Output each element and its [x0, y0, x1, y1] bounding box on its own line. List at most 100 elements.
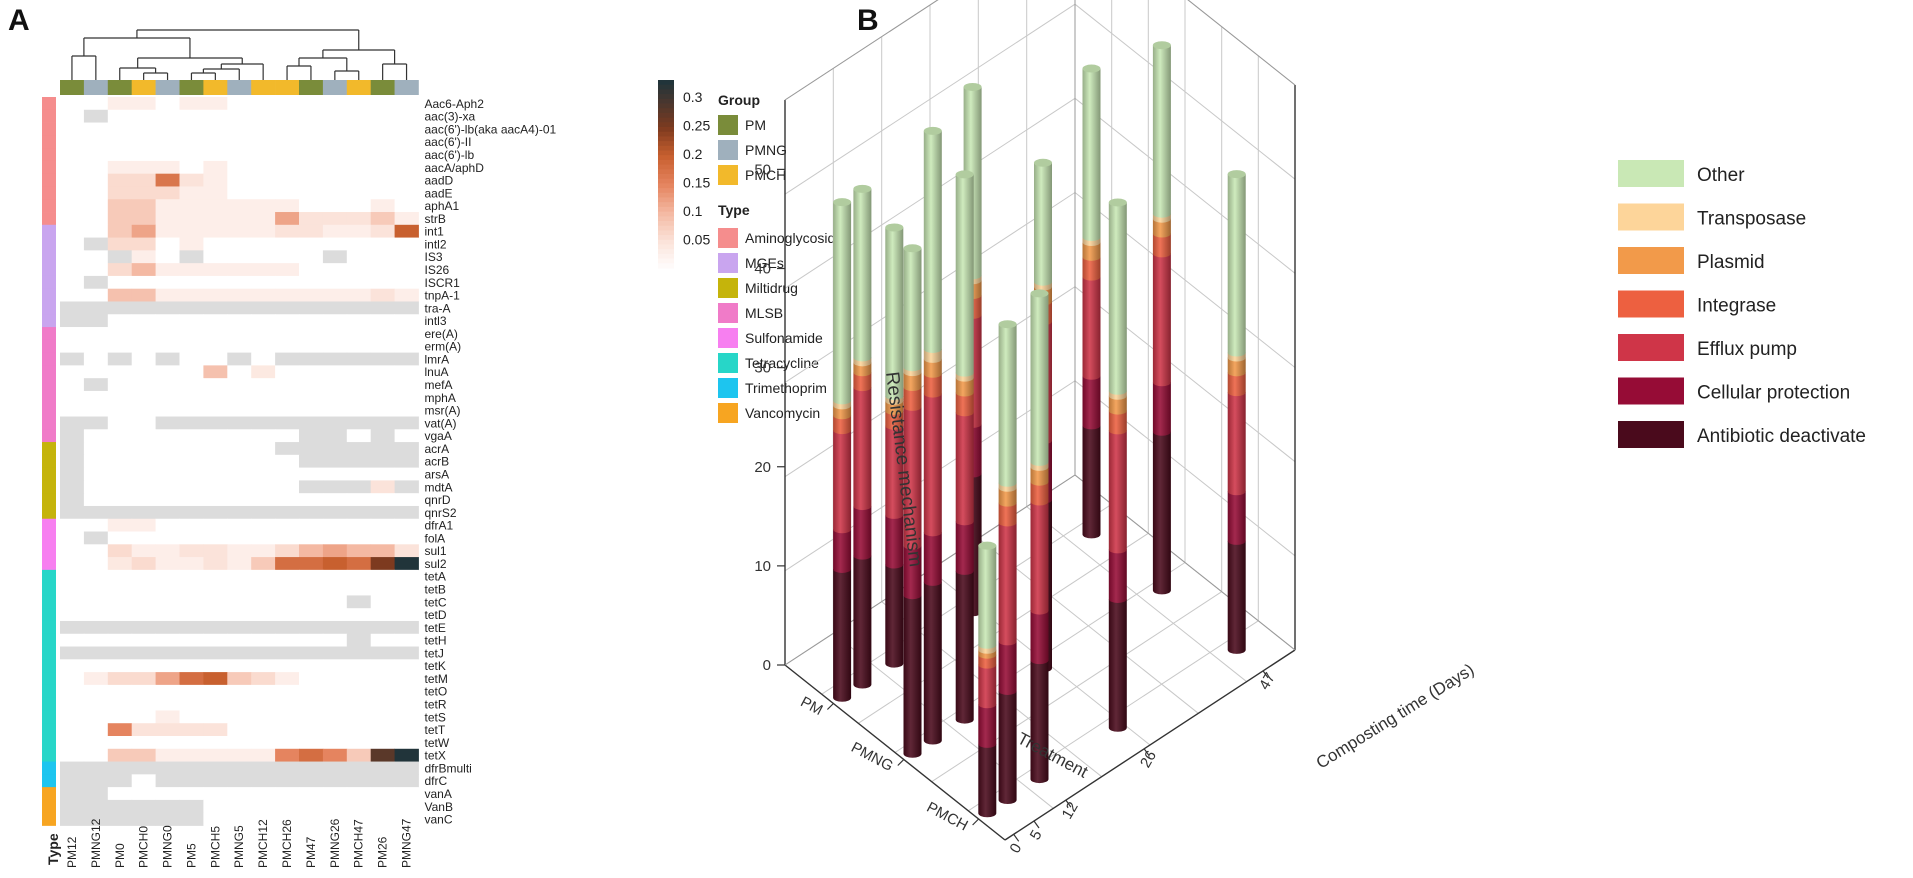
heatmap-cell: [60, 620, 85, 635]
heatmap-cell: [227, 799, 252, 814]
stacked-cylinder-bar: [1030, 289, 1049, 784]
heatmap-cell: [370, 569, 395, 584]
heatmap-cell: [60, 390, 85, 405]
heatmap-cell: [155, 173, 180, 187]
heatmap-cell: [394, 569, 419, 584]
heatmap-cell: [60, 250, 85, 264]
gene-label: aadE: [425, 186, 453, 200]
heatmap-cell: [251, 505, 276, 520]
heatmap-cell: [370, 608, 395, 622]
heatmap-cell: [131, 314, 156, 328]
heatmap-cell: [60, 659, 85, 673]
type-annotation-cell: [42, 748, 56, 762]
heatmap-cell: [275, 480, 300, 494]
heatmap-cell: [227, 314, 252, 328]
heatmap-cell: [346, 288, 372, 302]
heatmap-cell: [299, 301, 324, 315]
heatmap-cell: [322, 442, 348, 456]
heatmap-cell: [131, 352, 156, 366]
heatmap-cell: [275, 365, 300, 379]
heatmap-cell: [203, 480, 228, 494]
heatmap-cell: [179, 582, 204, 596]
heatmap-cell: [394, 659, 419, 673]
heatmap-cell: [131, 403, 156, 417]
heatmap-cell: [107, 748, 133, 762]
heatmap-cell: [179, 97, 204, 111]
heatmap-cell: [251, 710, 276, 724]
heatmap-cell: [275, 646, 300, 660]
heatmap-cell: [60, 173, 85, 187]
gene-label: tetA: [425, 570, 446, 584]
cylinder-segment: [853, 372, 872, 392]
sample-label: PMCH47: [352, 819, 366, 868]
heatmap-cell: [275, 531, 300, 545]
heatmap-cell: [131, 620, 156, 635]
heatmap-cell: [107, 697, 133, 711]
cylinder-cap: [1082, 64, 1101, 73]
heatmap-cell: [299, 314, 324, 328]
heatmap-cell: [322, 390, 348, 405]
gene-label: qnrD: [425, 493, 451, 507]
gene-label: tetK: [425, 659, 446, 673]
heatmap-cell: [322, 620, 348, 635]
heatmap-cell: [83, 403, 109, 417]
heatmap-cell: [203, 301, 228, 315]
type-annotation-cell: [42, 608, 56, 622]
heatmap-cell: [251, 761, 276, 775]
heatmap-cell: [203, 620, 228, 635]
gene-label: erm(A): [425, 340, 462, 354]
heatmap-cell: [227, 263, 252, 277]
mechanism-legend-swatch: [1618, 377, 1684, 405]
heatmap-cell: [275, 467, 300, 481]
heatmap-cell: [322, 531, 348, 545]
heatmap-cell: [346, 237, 372, 251]
heatmap-cell: [83, 148, 109, 162]
heatmap-cell: [131, 327, 156, 341]
heatmap-cell: [83, 518, 109, 532]
heatmap-cell: [370, 199, 395, 213]
type-legend-label: Aminoglycoside: [745, 230, 843, 246]
heatmap-cell: [131, 186, 156, 200]
heatmap-cell: [370, 416, 395, 430]
heatmap-cell: [83, 109, 109, 123]
cylinder-segment: [1227, 392, 1246, 496]
heatmap-cell: [131, 582, 156, 596]
heatmap-cell: [275, 799, 300, 814]
heatmap-cell: [394, 812, 419, 826]
heatmap-cell: [131, 723, 156, 737]
cylinder-segment: [885, 410, 904, 430]
type-annotation-cell: [42, 212, 56, 226]
group-legend-label: PM: [745, 117, 766, 133]
heatmap-cell: [83, 467, 109, 481]
heatmap-cell: [346, 557, 372, 571]
heatmap-cell: [394, 531, 419, 545]
heatmap-cell: [107, 212, 133, 226]
heatmap-cell: [394, 442, 419, 456]
heatmap-cell: [322, 454, 348, 469]
heatmap-cell: [179, 327, 204, 341]
heatmap-cell: [275, 672, 300, 686]
color-scale-segment: [658, 216, 674, 222]
heatmap-cell: [394, 748, 419, 762]
sample-labels: PM12 PMNG12 PM0 PMCH0 PMNG0 PM5 PMCH5 PMNG5 PMCH…: [65, 818, 414, 868]
heatmap-cell: [251, 595, 276, 609]
heatmap-cell: [107, 97, 133, 111]
heatmap-cell: [299, 199, 324, 213]
heatmap-cell: [299, 212, 324, 226]
type-annotation-cell: [42, 633, 56, 647]
heatmap-cell: [203, 365, 228, 379]
heatmap-cell: [346, 365, 372, 379]
heatmap-cell: [346, 620, 372, 635]
days-tick-label: 26: [1137, 748, 1160, 771]
heatmap-cell: [83, 199, 109, 213]
type-annotation-cell: [42, 787, 56, 801]
heatmap-cell: [299, 812, 324, 826]
heatmap-cell: [179, 199, 204, 213]
heatmap-cell: [60, 544, 85, 558]
heatmap-cell: [179, 608, 204, 622]
cylinder-segment: [853, 188, 872, 362]
heatmap-cell: [275, 608, 300, 622]
heatmap-cell: [107, 186, 133, 200]
heatmap-cell: [203, 493, 228, 507]
heatmap-cell: [251, 518, 276, 532]
